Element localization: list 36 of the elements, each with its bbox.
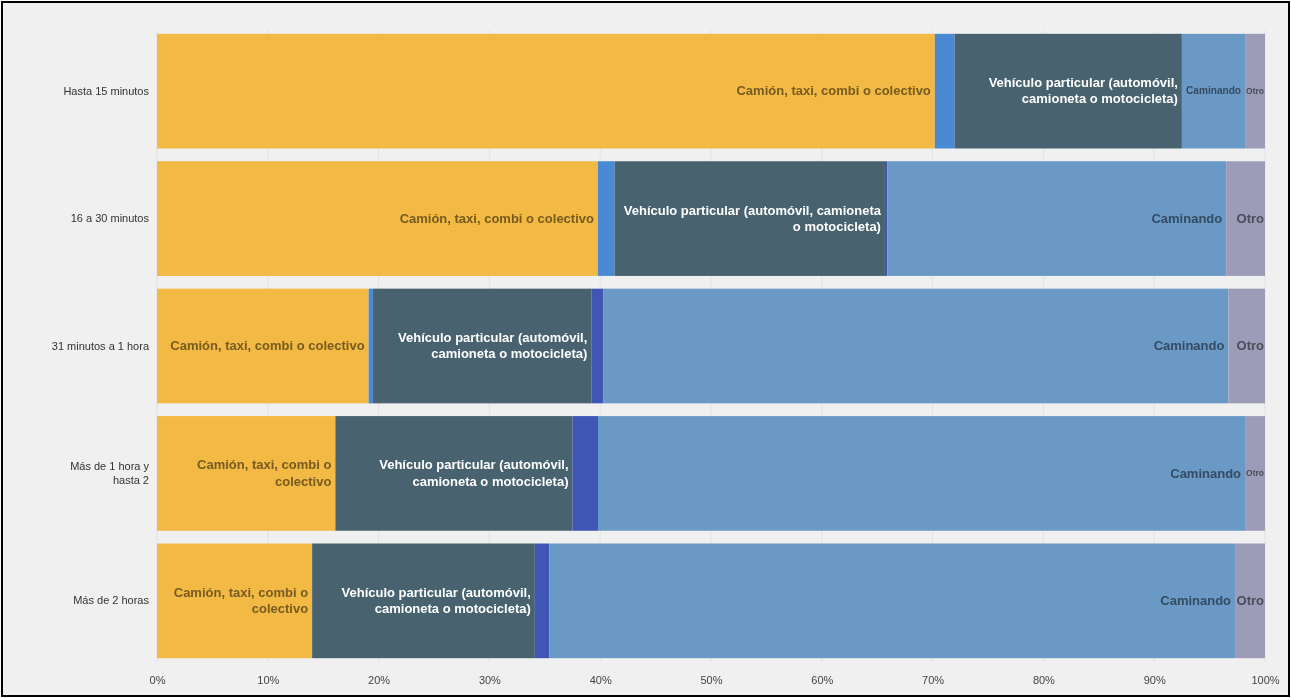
text: Otro [1246,468,1264,479]
series-label: Vehículo particular (automóvil, camioneta o motocicleta) [988,75,1178,107]
y-tick-label: 16 a 30 minutos [70,212,150,225]
text: Vehículo particular (automóvil, camioneta o motocicleta) [379,457,569,489]
text: Vehículo particular (automóvil, camioneta o motocicleta) [623,202,881,234]
x-tick-label: 60% [811,673,834,686]
text: Otro [1236,338,1264,354]
x-tick-label: 70% [922,673,945,686]
y-tick-label: 31 minutos a 1 hora [51,339,150,352]
x-tick-label: 80% [1032,673,1056,686]
x-tick-label: 20% [368,673,391,686]
text: Vehículo particular (automóvil, camioneta o motocicleta) [341,584,531,617]
x-tick-label: 90% [1143,673,1166,686]
text: Camión, taxi, combi o colectivo [170,338,365,354]
text: Camión, taxi, combi o colectivo [197,457,332,489]
text: Camión, taxi, combi o colectivo [173,584,309,617]
series-label: Caminando [1186,85,1242,97]
x-tick-label: 50% [700,673,723,686]
text: Camión, taxi, combi o colectivo [399,210,594,226]
x-tick-label: 0% [149,673,166,686]
x-tick-label: 100% [1251,673,1280,686]
text: Otro [1236,210,1264,226]
text: Caminando [1170,465,1242,481]
text: Caminando [1153,338,1225,354]
x-tick-label: 30% [478,673,502,686]
x-tick-label: 40% [589,673,612,686]
text: Caminando [1160,593,1232,608]
y-tick-label: Más de 2 horas [73,594,150,607]
text: Caminando [1151,210,1223,226]
y-tick-label: Más de 1 hora y hasta 2 [70,460,150,486]
x-tick-label: 10% [257,673,280,686]
series-label: Otro [1246,85,1264,96]
text: Otro [1236,593,1264,608]
y-tick-label: Hasta 15 minutos [63,84,150,97]
text: Vehículo particular (automóvil, camioneta o motocicleta) [398,330,588,362]
series-label: Camión, taxi, combi o colectivo [736,83,931,99]
